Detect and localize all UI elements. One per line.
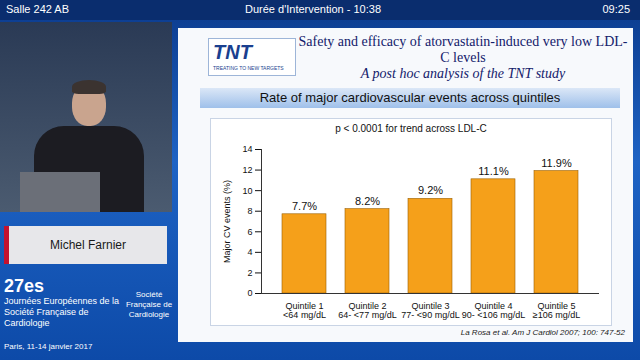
html-text:Michel Farnier: Michel Farnier (50, 238, 126, 252)
svg-text:Quintile 377- <90 mg/dL: Quintile 377- <90 mg/dL (401, 301, 459, 320)
svg-text:9.2%: 9.2% (418, 184, 443, 196)
html-text:La Rosa et al. Am J Cardiol 20: La Rosa et al. Am J Cardiol 2007; 100: 7… (460, 328, 625, 337)
html-text:Paris, 11-14 janvier 2017: Paris, 11-14 janvier 2017 (4, 342, 93, 351)
html-text:p < 0.0001 for trend across LD: p < 0.0001 for trend across LDL-C (335, 123, 487, 134)
svg-text:10: 10 (242, 186, 252, 196)
html-text:TNT: TNT (213, 41, 252, 63)
svg-text:11.9%: 11.9% (541, 157, 572, 169)
svg-text:0: 0 (247, 288, 252, 298)
svg-text:Major CV events (%): Major CV events (%) (222, 180, 232, 263)
svg-text:11.1%: 11.1% (478, 165, 509, 177)
svg-text:Quintile 490- <106 mg/dL: Quintile 490- <106 mg/dL (462, 301, 525, 320)
svg-text:7.7%: 7.7% (292, 200, 317, 212)
html-text:Société Française de Cardiolog: Société Française de Cardiologie (125, 290, 173, 319)
html-text:Safety and efficacy of atorvas: Safety and efficacy of atorvastatin-indu… (298, 34, 628, 65)
svg-text:12: 12 (242, 165, 252, 175)
svg-text:14: 14 (242, 144, 252, 154)
svg-text:Quintile 264- <77 mg/dL: Quintile 264- <77 mg/dL (338, 301, 396, 320)
html-text:Durée d'Intervention - 10:38: Durée d'Intervention - 10:38 (245, 3, 381, 15)
html-text:Journées Européennes de la Soc: Journées Européennes de la Société Franç… (4, 296, 120, 328)
svg-text:8: 8 (247, 206, 252, 216)
html-text:A post hoc analysis of the TNT: A post hoc analysis of the TNT study (360, 66, 566, 81)
html-text:27es: 27es (4, 276, 44, 296)
html-text:Salle 242 AB: Salle 242 AB (6, 3, 69, 15)
html-text:Rate of major cardiovascular e: Rate of major cardiovascular events acro… (259, 90, 561, 105)
html-text:09:25: 09:25 (602, 3, 630, 15)
html-text:TREATING TO NEW TARGETS: TREATING TO NEW TARGETS (213, 65, 284, 71)
svg-text:Quintile 1<64 mg/dL: Quintile 1<64 mg/dL (283, 301, 326, 320)
svg-text:2: 2 (247, 268, 252, 278)
svg-text:4: 4 (247, 247, 252, 257)
svg-text:Quintile 5≥106 mg/dL: Quintile 5≥106 mg/dL (533, 301, 580, 320)
svg-text:6: 6 (247, 227, 252, 237)
svg-text:8.2%: 8.2% (355, 195, 380, 207)
